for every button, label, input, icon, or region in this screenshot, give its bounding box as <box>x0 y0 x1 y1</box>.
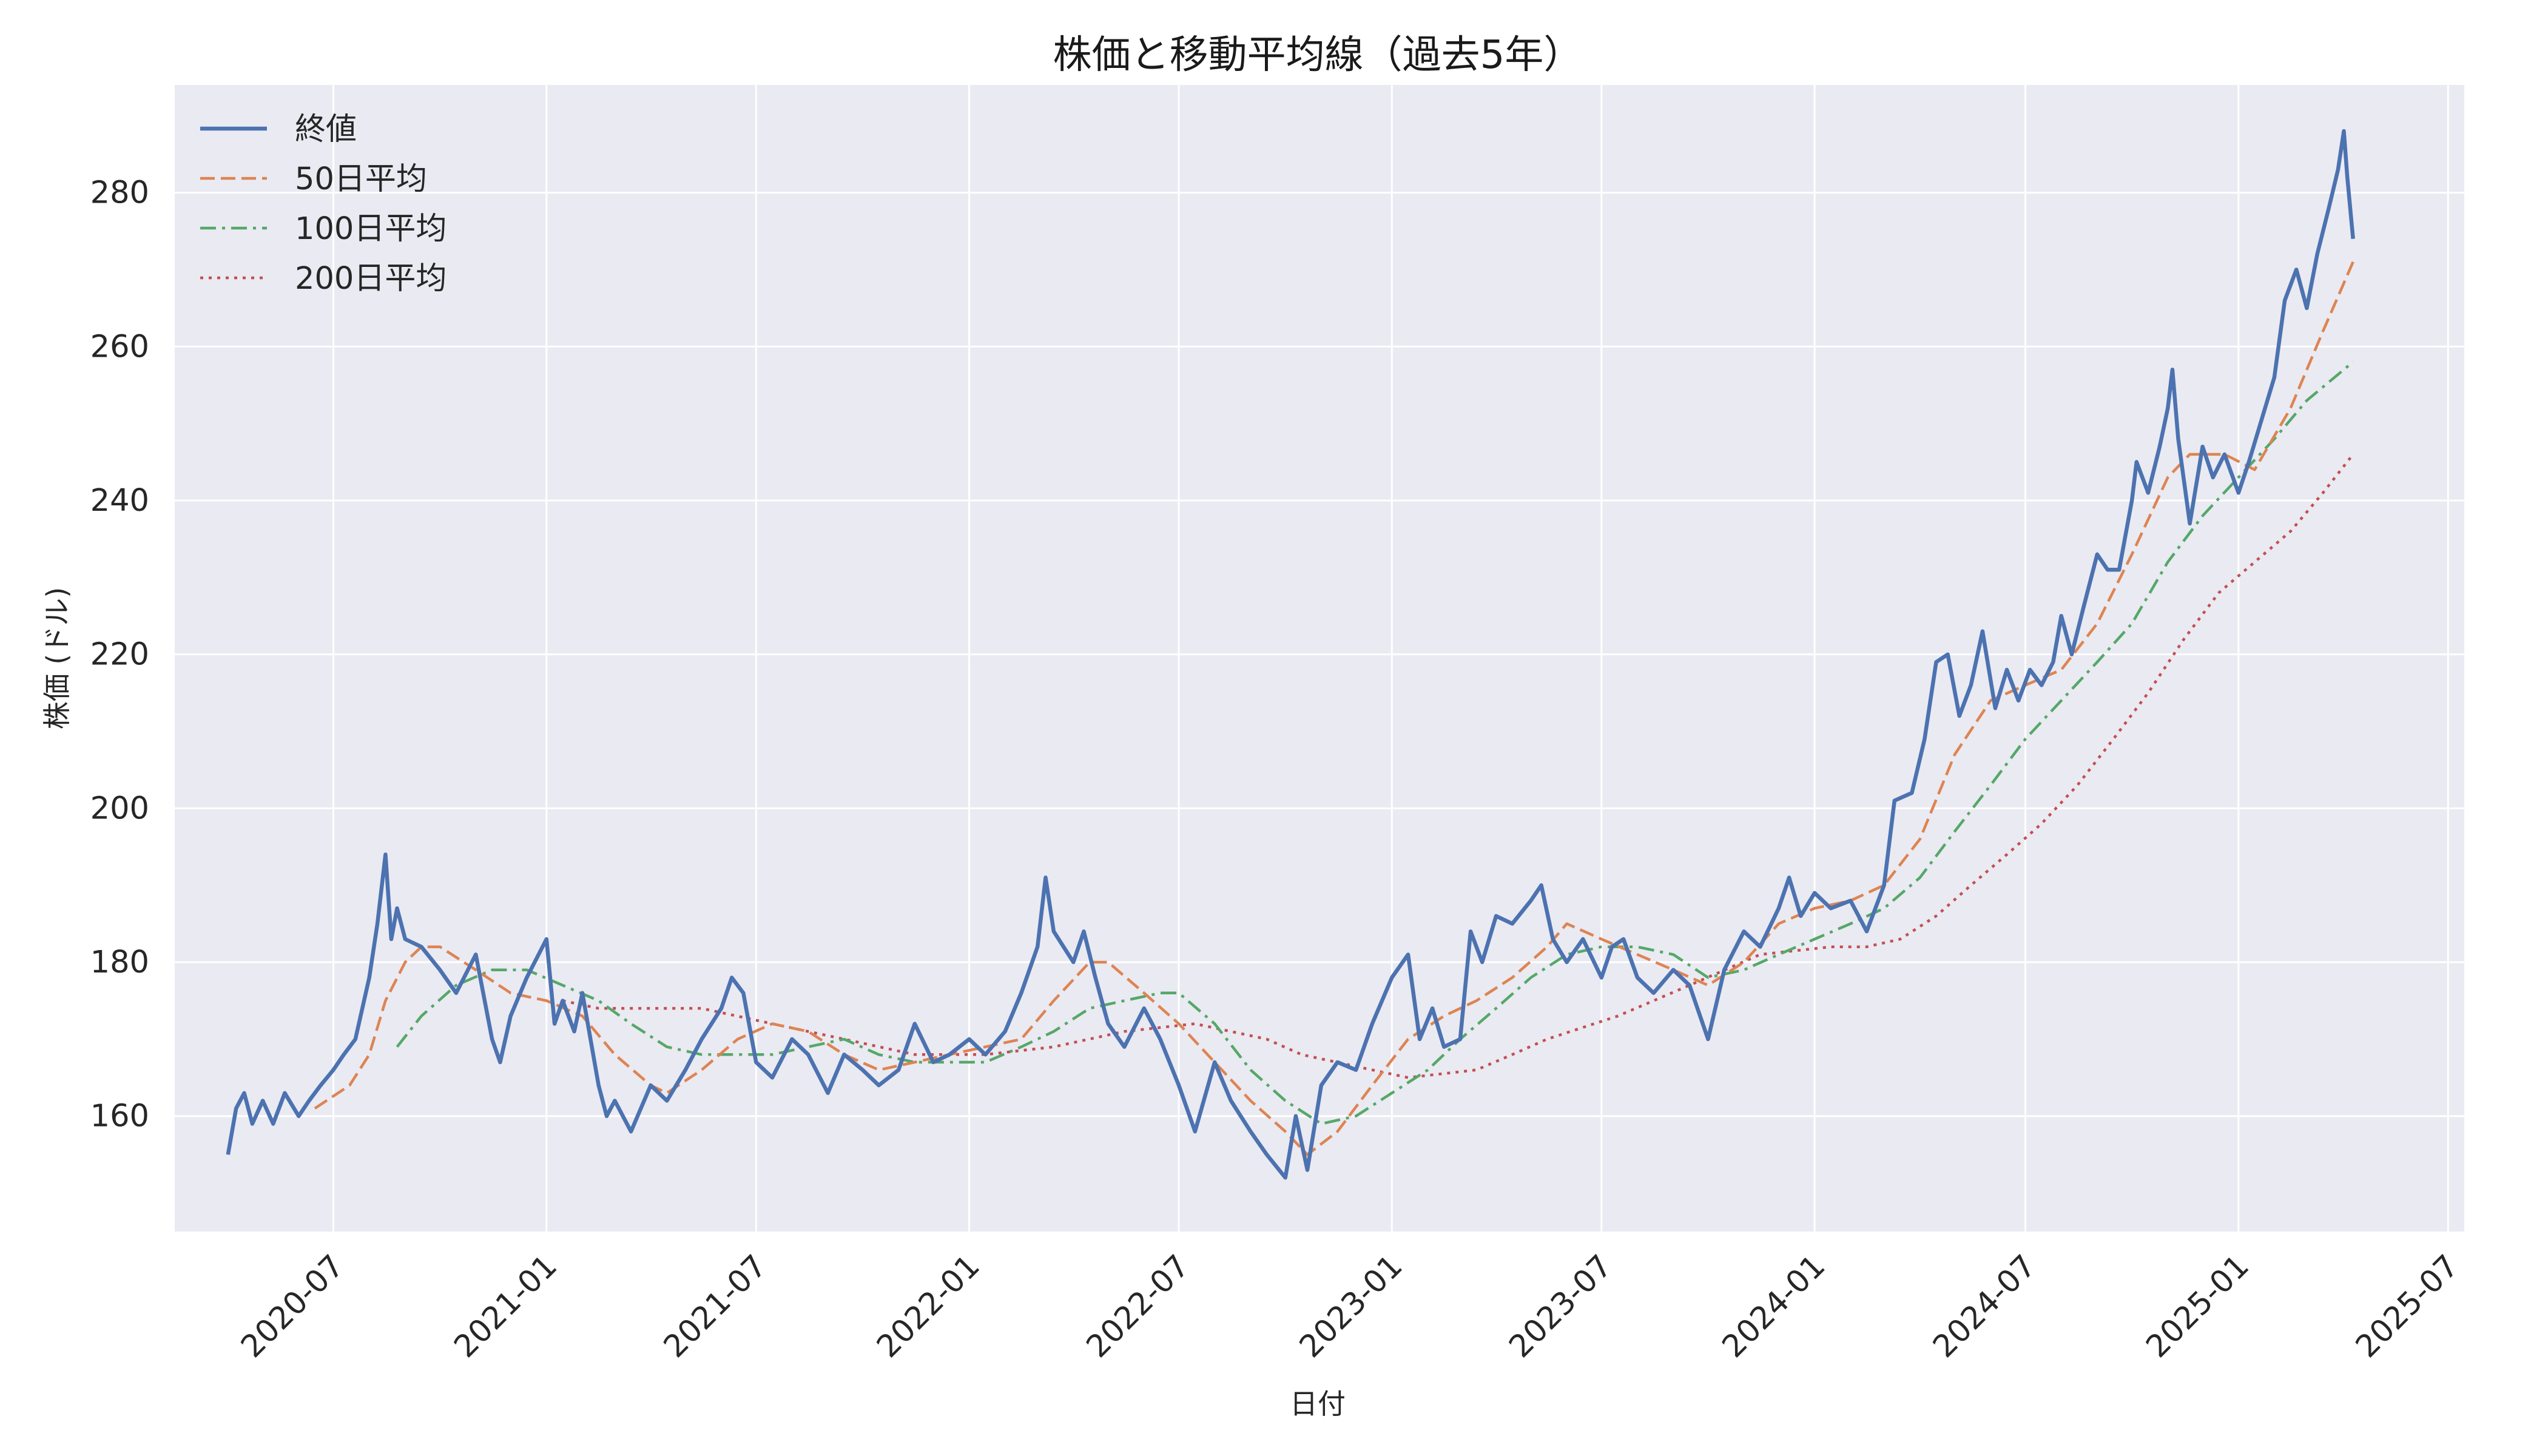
chart-title: 株価と移動平均線（過去5年） <box>1053 33 1583 78</box>
y-tick-label: 200 <box>90 790 149 826</box>
plot-area <box>175 85 2464 1232</box>
series-line-price <box>226 129 2355 1180</box>
legend-label-ma200: 200日平均 <box>295 261 447 297</box>
y-axis-ticks: 160 180 200 220 240 260 280 <box>90 175 149 1134</box>
series-layer <box>226 129 2355 1180</box>
y-tick-label: 180 <box>90 945 149 980</box>
x-axis-label: 日付 <box>1290 1387 1346 1420</box>
y-axis-label: 株価 (ドル) <box>41 587 73 730</box>
y-tick-label: 220 <box>90 637 149 673</box>
y-tick-label: 260 <box>90 329 149 365</box>
legend-label-ma100: 100日平均 <box>295 211 447 247</box>
legend: 終値 50日平均 100日平均 200日平均 <box>200 112 447 297</box>
y-tick-label: 280 <box>90 175 149 211</box>
series-line-ma100 <box>396 360 2354 1125</box>
series-line-ma50 <box>314 261 2354 1156</box>
series-line-ma200 <box>562 453 2354 1079</box>
legend-label-ma50: 50日平均 <box>295 161 427 197</box>
y-tick-label: 160 <box>90 1099 149 1134</box>
y-tick-label: 240 <box>90 483 149 519</box>
legend-label-price: 終値 <box>295 112 357 147</box>
